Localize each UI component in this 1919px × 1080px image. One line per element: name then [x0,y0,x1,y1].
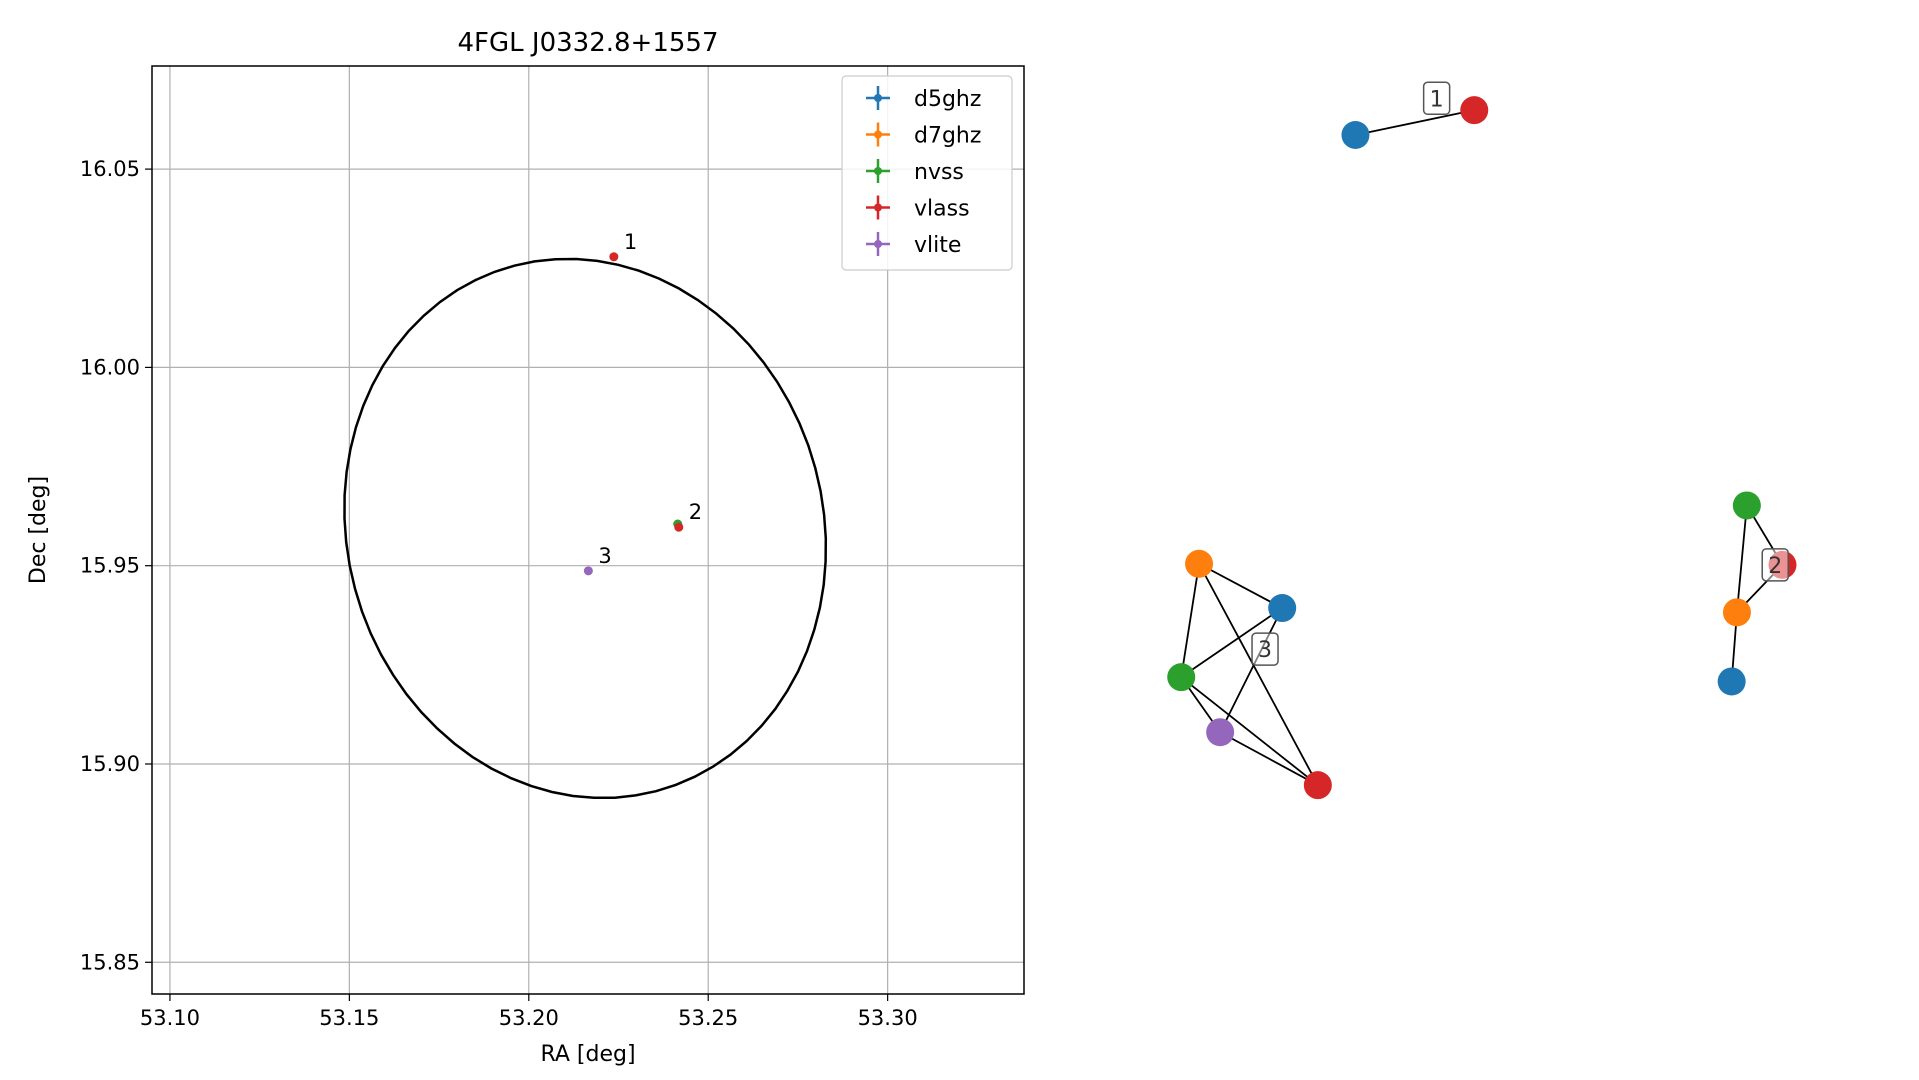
x-tick-label: 53.30 [858,1006,918,1030]
network-node-d7ghz [1185,549,1214,578]
network-group-label-box [1761,548,1789,582]
network-node-nvss [1732,491,1761,520]
network-edges [1180,109,1784,786]
x-tick-label: 53.20 [499,1006,559,1030]
network-panel: 1 2 3 [1167,81,1797,800]
network-nodes [1167,96,1797,800]
network-edge [1180,676,1319,786]
legend-label-d7ghz: d7ghz [914,124,981,149]
legend-label-vlite: vlite [914,233,961,258]
network-node-nvss [1167,663,1196,692]
legend-label-nvss: nvss [914,160,964,185]
y-axis-ticks: 15.85 15.90 15.95 16.00 16.05 [80,157,152,974]
legend-dot-vlite [874,240,882,248]
x-axis-label: RA [deg] [540,1042,635,1067]
network-node-d5ghz [1341,121,1370,149]
error-ellipse [343,257,828,800]
network-group-label-box [1251,632,1279,666]
data-point-vlass [674,522,684,532]
network-group-label: 3 [1258,638,1272,663]
y-tick-label: 15.85 [80,950,140,974]
y-axis-label: Dec [deg] [26,476,51,584]
y-tick-label: 16.00 [80,355,140,379]
network-group-label: 1 [1430,87,1444,112]
network-edge [1219,731,1319,786]
plot-frame [151,65,1025,995]
legend-dot-vlass [874,203,882,212]
network-node-d5ghz [1717,667,1746,696]
network-group-label-box [1422,81,1451,116]
network-edge [1736,505,1748,613]
network-edge [1198,563,1319,786]
legend-dot-d7ghz [874,130,882,139]
network-node-d5ghz [1268,594,1297,623]
network-group-label: 2 [1768,554,1782,579]
network-node-vlite [1206,718,1235,747]
network-node-d7ghz [1722,598,1751,627]
point-annotation: 2 [689,500,702,524]
y-tick-label: 15.90 [80,752,140,776]
network-node-vlass [1303,771,1332,800]
network-edge [1180,563,1200,678]
y-tick-label: 16.05 [80,157,140,181]
network-edge [1198,562,1283,609]
y-tick-label: 15.95 [80,554,140,578]
legend-dot-d5ghz [874,94,882,102]
uncertainty-ellipse [343,257,828,800]
network-group-labels: 1 2 3 [1251,81,1789,666]
legend-dot-nvss [874,167,882,175]
point-annotation: 1 [624,230,637,254]
chart-title: 4FGL J0332.8+1557 [458,28,719,58]
network-edge [1219,607,1284,733]
network-edge [1355,109,1475,136]
data-points [583,252,684,576]
legend: d5ghz d7ghz nvss vlass vlite [841,75,1013,271]
legend-box [841,75,1013,271]
network-node-vlass [1460,96,1489,125]
network-edge [1180,607,1283,678]
x-axis-ticks: 53.10 53.15 53.20 53.25 53.30 [140,994,918,1030]
x-tick-label: 53.25 [678,1006,738,1030]
data-point-vlass [609,252,619,262]
point-annotations: 1 2 3 [598,230,702,568]
legend-label-vlass: vlass [914,197,970,222]
legend-label-d5ghz: d5ghz [914,87,981,112]
scatter-panel: 1 2 3 53.10 53.15 53.20 53.25 53.30 15.85 15.90… [26,28,1025,1067]
point-annotation: 3 [598,544,611,568]
x-tick-label: 53.15 [319,1006,379,1030]
x-tick-label: 53.10 [140,1006,200,1030]
data-point-vlite [583,566,593,576]
